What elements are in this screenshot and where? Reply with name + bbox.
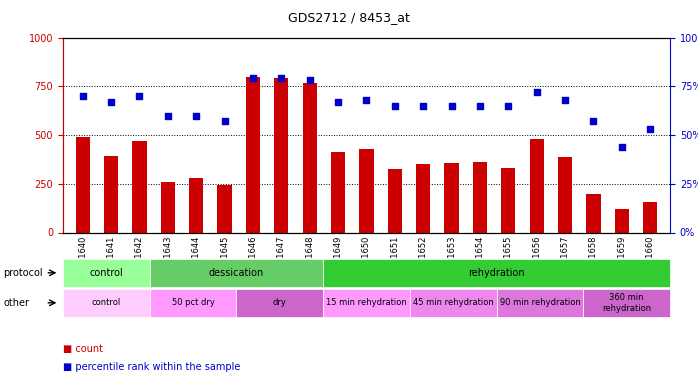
- Bar: [501, 168, 515, 232]
- Bar: [133, 141, 147, 232]
- Bar: [473, 162, 487, 232]
- Bar: [189, 178, 203, 232]
- Point: [105, 99, 117, 105]
- Point: [645, 126, 656, 132]
- Text: 15 min rehydration: 15 min rehydration: [326, 298, 407, 307]
- Point: [247, 75, 258, 81]
- Point: [446, 103, 457, 109]
- Bar: [359, 148, 373, 232]
- Point: [417, 103, 429, 109]
- Bar: [387, 169, 402, 232]
- Point: [219, 118, 230, 124]
- Point: [162, 112, 173, 118]
- Point: [77, 93, 88, 99]
- Bar: [643, 202, 658, 232]
- Text: control: control: [89, 268, 123, 278]
- Text: rehydration: rehydration: [468, 268, 525, 278]
- Point: [191, 112, 202, 118]
- Text: 90 min rehydration: 90 min rehydration: [500, 298, 580, 307]
- Text: dessication: dessication: [209, 268, 264, 278]
- Point: [503, 103, 514, 109]
- Point: [531, 89, 542, 95]
- Bar: [246, 76, 260, 232]
- Point: [134, 93, 145, 99]
- Bar: [274, 78, 288, 232]
- Point: [389, 103, 401, 109]
- Point: [616, 144, 628, 150]
- Bar: [416, 164, 430, 232]
- Point: [588, 118, 599, 124]
- Point: [304, 77, 315, 83]
- Text: protocol: protocol: [3, 268, 43, 278]
- Text: 45 min rehydration: 45 min rehydration: [413, 298, 493, 307]
- Text: ■ count: ■ count: [63, 344, 103, 354]
- Bar: [75, 137, 90, 232]
- Bar: [445, 163, 459, 232]
- Point: [276, 75, 287, 81]
- Text: control: control: [91, 298, 121, 307]
- Text: ■ percentile rank within the sample: ■ percentile rank within the sample: [63, 363, 240, 372]
- Text: 50 pct dry: 50 pct dry: [172, 298, 214, 307]
- Text: GDS2712 / 8453_at: GDS2712 / 8453_at: [288, 11, 410, 24]
- Point: [560, 97, 571, 103]
- Point: [332, 99, 343, 105]
- Bar: [615, 209, 629, 232]
- Bar: [303, 83, 317, 232]
- Bar: [331, 152, 346, 232]
- Bar: [161, 182, 175, 232]
- Bar: [104, 156, 118, 232]
- Point: [475, 103, 486, 109]
- Point: [361, 97, 372, 103]
- Bar: [586, 195, 600, 232]
- Bar: [530, 139, 544, 232]
- Text: other: other: [3, 298, 29, 308]
- Bar: [558, 158, 572, 232]
- Text: 360 min
rehydration: 360 min rehydration: [602, 293, 651, 312]
- Bar: [218, 185, 232, 232]
- Text: dry: dry: [273, 298, 287, 307]
